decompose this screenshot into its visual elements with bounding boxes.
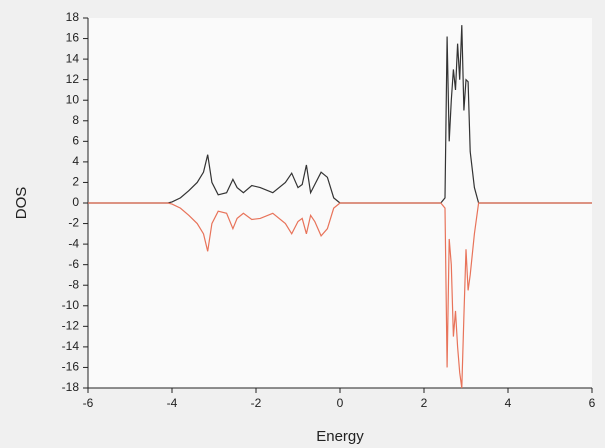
x-axis-label: Energy xyxy=(316,428,364,445)
y-tick-label: 4 xyxy=(72,154,79,168)
dos-line xyxy=(88,202,592,389)
y-tick-label: -2 xyxy=(68,216,79,230)
y-tick-label: -12 xyxy=(62,319,80,333)
y-tick-label: 6 xyxy=(72,134,79,148)
y-tick-label: -8 xyxy=(68,277,79,291)
x-tick-label: 4 xyxy=(505,396,512,410)
y-tick-label: 10 xyxy=(66,92,80,106)
y-tick-label: 18 xyxy=(66,10,80,24)
x-tick-label: 6 xyxy=(589,396,596,410)
y-tick-label: 16 xyxy=(66,31,80,45)
x-tick-label: 2 xyxy=(421,396,428,410)
x-tick-label: 0 xyxy=(337,396,344,410)
y-tick-label: -16 xyxy=(62,360,80,374)
y-tick-label: -18 xyxy=(62,380,80,394)
y-tick-label: 2 xyxy=(72,175,79,189)
x-tick-label: -6 xyxy=(83,396,94,410)
y-tick-label: -14 xyxy=(62,339,80,353)
y-tick-label: 0 xyxy=(72,195,79,209)
y-tick-label: -4 xyxy=(68,236,79,250)
x-tick-label: -2 xyxy=(251,396,262,410)
y-tick-label: 12 xyxy=(66,72,80,86)
dos-line xyxy=(88,25,592,204)
y-tick-label: 14 xyxy=(66,51,80,65)
y-axis-label: DOS xyxy=(13,187,30,220)
y-tick-label: 8 xyxy=(72,113,79,127)
y-tick-label: -10 xyxy=(62,298,80,312)
x-tick-label: -4 xyxy=(167,396,178,410)
y-tick-label: -6 xyxy=(68,257,79,271)
